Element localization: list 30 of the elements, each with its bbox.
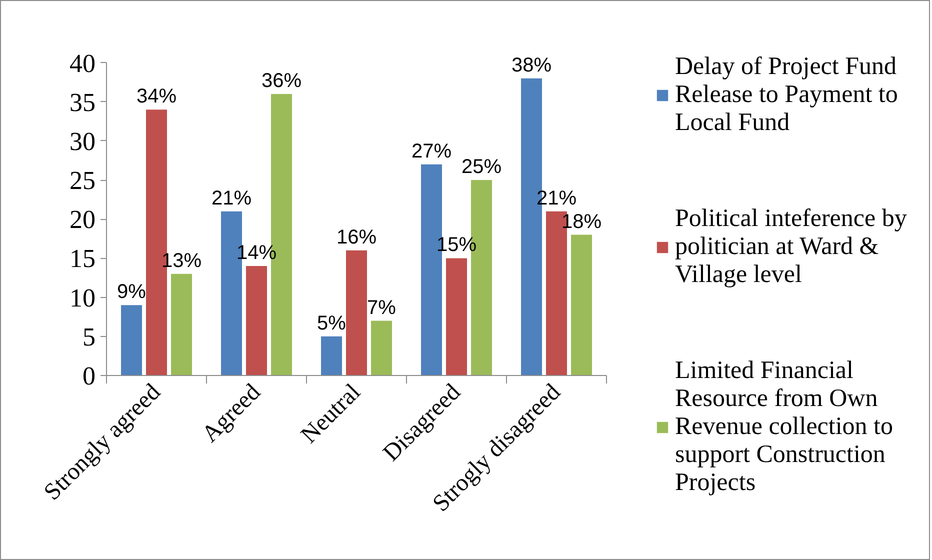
bar xyxy=(321,336,342,376)
y-tick-label: 35 xyxy=(70,88,96,117)
bar xyxy=(121,305,142,376)
bar xyxy=(246,266,267,376)
bar xyxy=(171,274,192,376)
y-tick-label: 30 xyxy=(70,126,96,156)
data-label: 16% xyxy=(336,226,377,248)
bar xyxy=(571,234,592,376)
y-tick-label: 20 xyxy=(70,205,96,234)
data-label: 7% xyxy=(367,296,396,319)
legend-label: Political inteference by politician at Ward & Village level xyxy=(675,205,907,289)
y-tick-label: 0 xyxy=(82,362,96,390)
data-label: 9% xyxy=(117,281,146,304)
y-tick-label: 5 xyxy=(82,322,96,352)
y-tick-label: 40 xyxy=(70,48,96,78)
data-label: 5% xyxy=(317,312,346,334)
data-label: 25% xyxy=(461,156,502,178)
data-label: 38% xyxy=(511,54,552,76)
data-label: 21% xyxy=(211,187,252,210)
y-tick-label: 25 xyxy=(70,166,96,196)
data-label: 27% xyxy=(411,140,452,162)
bar xyxy=(446,258,467,376)
legend-label: Delay of Project Fund Release to Payment to Local Fund xyxy=(675,53,898,137)
y-tick-label: 15 xyxy=(70,244,96,274)
y-tick-label: 10 xyxy=(70,283,96,312)
bar xyxy=(371,320,392,376)
data-label: 36% xyxy=(261,70,302,92)
legend-label: Limited Financial Resource from Own Revenue collection to support Construction Projects xyxy=(675,357,893,497)
bar xyxy=(346,250,367,376)
data-label: 34% xyxy=(136,86,177,108)
